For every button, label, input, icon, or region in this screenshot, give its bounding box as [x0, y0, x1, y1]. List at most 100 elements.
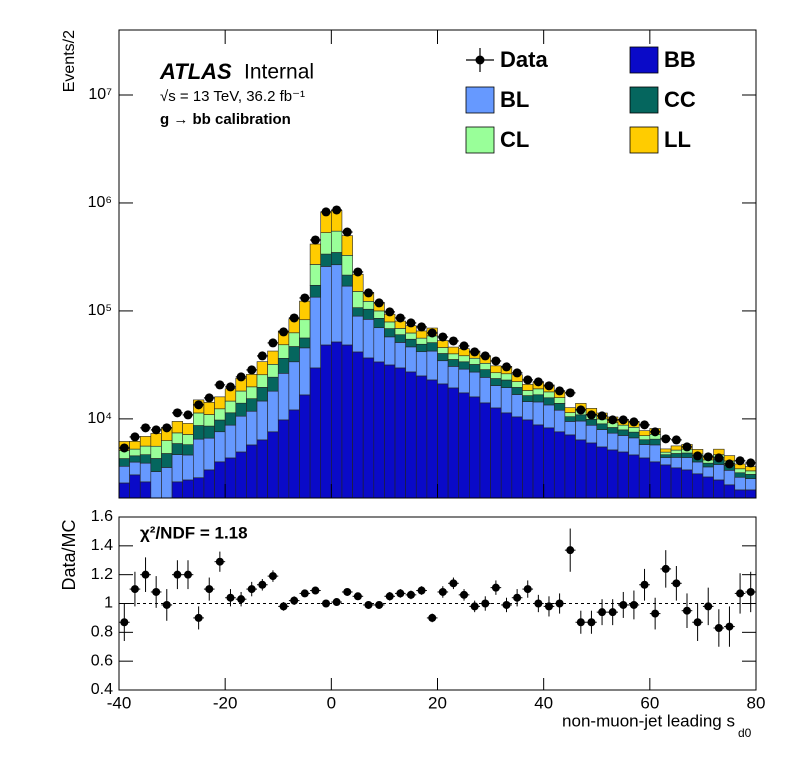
stack-bar	[373, 327, 385, 363]
data-point	[427, 328, 437, 338]
data-point	[533, 377, 543, 387]
stack-bar	[394, 342, 406, 369]
stack-bar	[352, 273, 364, 292]
ratio-point	[555, 599, 564, 608]
stack-bar	[267, 376, 279, 392]
stack-bar	[203, 425, 215, 439]
stack-bar	[119, 465, 130, 484]
ratio-point	[343, 587, 352, 596]
data-point	[395, 313, 405, 323]
stack-bar	[745, 470, 756, 475]
ratio-point	[364, 600, 373, 609]
experiment: ATLAS	[159, 59, 232, 84]
ratio-point	[428, 613, 437, 622]
ratio-point	[438, 587, 447, 596]
stack-bar	[161, 467, 173, 498]
data-point	[724, 459, 734, 469]
stack-bar	[543, 397, 555, 406]
stack-bar	[373, 361, 385, 498]
stack-bar	[543, 427, 555, 498]
stack-bar	[352, 315, 364, 353]
stack-bar	[288, 361, 300, 411]
stack-bar	[235, 402, 247, 417]
data-point	[470, 347, 480, 357]
stack-bar	[182, 479, 194, 498]
stack-bar	[246, 386, 258, 399]
stack-bar	[522, 384, 534, 391]
stack-bar	[691, 461, 704, 475]
stack-bar	[203, 469, 215, 498]
ratio-point	[682, 606, 691, 615]
stack-bar	[246, 444, 258, 498]
stack-bar	[384, 321, 396, 329]
data-point	[576, 405, 586, 415]
stack-bar	[702, 476, 714, 498]
stack-bar	[490, 407, 502, 498]
data-point	[130, 432, 140, 442]
ratio-point	[566, 546, 575, 555]
stack-bar	[469, 371, 481, 398]
stack-bar	[277, 357, 290, 374]
x-tick-label: -20	[213, 693, 238, 712]
ratio-point	[311, 586, 320, 595]
data-point	[597, 411, 607, 421]
stack-bar	[341, 285, 353, 346]
stack-bar	[139, 462, 152, 483]
stack-bar	[139, 481, 152, 498]
stack-bar	[553, 431, 566, 498]
legend-label: Data	[500, 47, 548, 72]
stack-bar	[617, 424, 629, 431]
stack-bar	[171, 421, 183, 434]
stack-bar	[691, 473, 704, 498]
data-point	[141, 423, 151, 433]
data-point	[374, 298, 384, 308]
stack-bar	[532, 394, 544, 403]
stack-bar	[362, 319, 375, 359]
stack-bar	[670, 457, 682, 469]
stack-bar	[203, 437, 215, 471]
stack-bar	[734, 472, 746, 478]
ratio-point	[194, 613, 203, 622]
stack-bar	[670, 445, 682, 451]
stack-bar	[214, 396, 226, 410]
legend-swatch	[629, 86, 659, 114]
stack-bar	[426, 379, 438, 498]
y-tick-label: 10⁷	[88, 86, 112, 103]
stack-bar	[723, 469, 736, 486]
stack-bar	[299, 300, 311, 321]
data-point	[608, 415, 618, 425]
ratio-point	[215, 557, 224, 566]
stack-bar	[522, 390, 534, 396]
stack-bar	[458, 392, 470, 498]
ratio-point	[449, 579, 458, 588]
ratio-point	[736, 589, 745, 598]
ratio-point	[661, 564, 670, 573]
stack-bar	[331, 230, 343, 253]
legend-label: BL	[500, 87, 529, 112]
stack-bar	[564, 412, 576, 417]
stack-bar	[309, 367, 322, 498]
stack-bar	[309, 296, 322, 369]
stack-bar	[341, 235, 353, 256]
legend-swatch	[629, 46, 659, 74]
ratio-point	[693, 618, 702, 627]
ratio-point	[714, 624, 723, 633]
stack-bar	[203, 414, 215, 427]
stack-bar	[309, 243, 322, 265]
stack-bar	[394, 334, 406, 343]
stack-bar	[288, 332, 300, 347]
ratio-point	[268, 572, 277, 581]
ratio-point	[385, 592, 394, 601]
ratio-point	[130, 585, 139, 594]
stack-bar	[500, 379, 513, 388]
stack-bar	[447, 359, 460, 367]
ratio-plot	[119, 528, 756, 647]
stack-bar	[256, 400, 268, 441]
stack-bar	[447, 346, 460, 355]
stack-bar	[352, 351, 364, 498]
stack-bar	[139, 454, 152, 464]
x-axis-label: non-muon-jet leading s	[562, 711, 735, 730]
data-point	[236, 372, 246, 382]
data-point	[682, 442, 692, 452]
ratio-point	[184, 570, 193, 579]
